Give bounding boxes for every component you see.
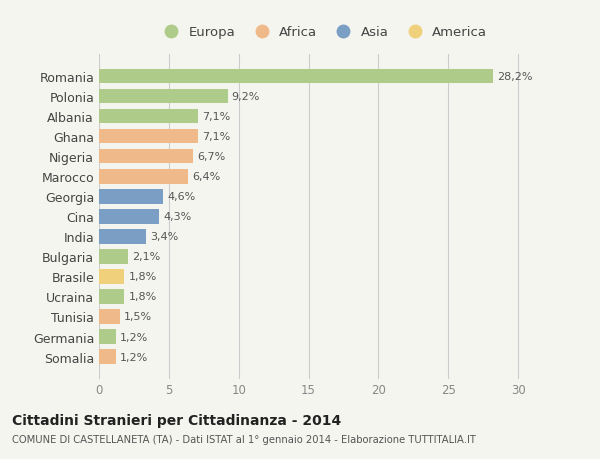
Text: 7,1%: 7,1% (202, 112, 230, 122)
Text: COMUNE DI CASTELLANETA (TA) - Dati ISTAT al 1° gennaio 2014 - Elaborazione TUTTI: COMUNE DI CASTELLANETA (TA) - Dati ISTAT… (12, 434, 476, 444)
Text: 1,8%: 1,8% (128, 272, 157, 282)
Text: 6,4%: 6,4% (193, 172, 221, 182)
Text: 7,1%: 7,1% (202, 132, 230, 142)
Text: 4,6%: 4,6% (167, 192, 196, 202)
Text: 1,5%: 1,5% (124, 312, 152, 322)
Bar (99, 170, 188, 184)
Bar (99, 290, 124, 304)
Text: 6,7%: 6,7% (197, 152, 225, 162)
Legend: Europa, Africa, Asia, America: Europa, Africa, Asia, America (158, 26, 487, 39)
Bar (99, 350, 116, 364)
Bar (99, 150, 193, 164)
Bar (99, 130, 198, 144)
Text: 1,8%: 1,8% (128, 292, 157, 302)
Text: Cittadini Stranieri per Cittadinanza - 2014: Cittadini Stranieri per Cittadinanza - 2… (12, 413, 341, 427)
Text: 4,3%: 4,3% (163, 212, 191, 222)
Bar (99, 310, 120, 324)
Text: 1,2%: 1,2% (120, 332, 148, 342)
Bar (99, 90, 227, 104)
Bar (99, 269, 124, 284)
Bar (99, 190, 163, 204)
Bar (99, 250, 128, 264)
Text: 9,2%: 9,2% (232, 92, 260, 102)
Text: 3,4%: 3,4% (151, 232, 179, 242)
Bar (99, 230, 146, 244)
Bar (99, 330, 116, 344)
Text: 28,2%: 28,2% (497, 72, 533, 82)
Bar (99, 70, 493, 84)
Text: 2,1%: 2,1% (133, 252, 161, 262)
Text: 1,2%: 1,2% (120, 352, 148, 362)
Bar (99, 110, 198, 124)
Bar (99, 210, 159, 224)
